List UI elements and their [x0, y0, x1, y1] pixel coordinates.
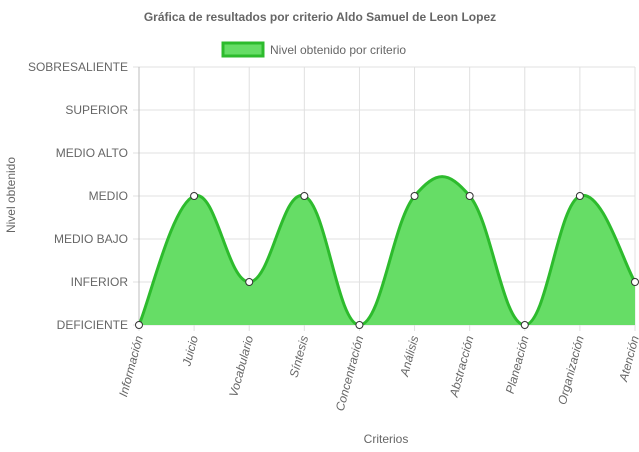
- x-axis-title: Criterios: [364, 432, 409, 446]
- data-point[interactable]: [410, 192, 419, 200]
- y-tick-label: MEDIO BAJO: [54, 232, 128, 246]
- data-point[interactable]: [245, 278, 254, 286]
- y-tick-label: INFERIOR: [71, 275, 129, 289]
- chart-title: Gráfica de resultados por criterio Aldo …: [144, 10, 496, 24]
- legend-swatch: [221, 41, 265, 58]
- series-line: [137, 175, 637, 327]
- y-tick-label: MEDIO: [89, 189, 128, 203]
- legend-label: Nivel obtenido por criterio: [270, 43, 406, 57]
- data-point[interactable]: [631, 278, 639, 286]
- x-tick-label: Síntesis: [287, 334, 312, 379]
- data-points: [135, 192, 639, 329]
- area-fill: [139, 176, 635, 325]
- x-tick-label: Planeación: [503, 334, 532, 395]
- y-axis-tick-labels: DEFICIENTE INFERIOR MEDIO BAJO MEDIO MEDIO A…: [28, 60, 128, 332]
- data-point[interactable]: [135, 321, 143, 329]
- data-point[interactable]: [465, 192, 474, 200]
- x-tick-label: Organización: [555, 334, 587, 406]
- x-tick-label: Atención: [616, 334, 639, 384]
- legend[interactable]: Nivel obtenido por criterio: [221, 41, 406, 58]
- data-point[interactable]: [190, 192, 199, 200]
- x-axis-tick-labels: Información Juicio Vocabulario Síntesis Conc…: [116, 334, 639, 413]
- area-series: [137, 175, 637, 327]
- x-tick-label: Vocabulario: [226, 334, 256, 399]
- data-point[interactable]: [300, 192, 309, 200]
- y-tick-label: MEDIO ALTO: [56, 146, 128, 160]
- y-tick-label: SOBRESALIENTE: [28, 60, 128, 74]
- x-tick-label: Información: [116, 334, 146, 398]
- x-tick-label: Juicio: [179, 334, 201, 369]
- y-axis-title: Nivel obtenido: [4, 157, 18, 233]
- data-point[interactable]: [355, 321, 364, 329]
- y-tick-label: DEFICIENTE: [57, 318, 128, 332]
- y-tick-label: SUPERIOR: [65, 103, 128, 117]
- x-tick-label: Abstracción: [447, 334, 477, 399]
- data-point[interactable]: [520, 321, 529, 329]
- data-point[interactable]: [575, 192, 584, 200]
- x-tick-label: Análisis: [397, 334, 421, 379]
- x-tick-label: Concentración: [333, 334, 367, 413]
